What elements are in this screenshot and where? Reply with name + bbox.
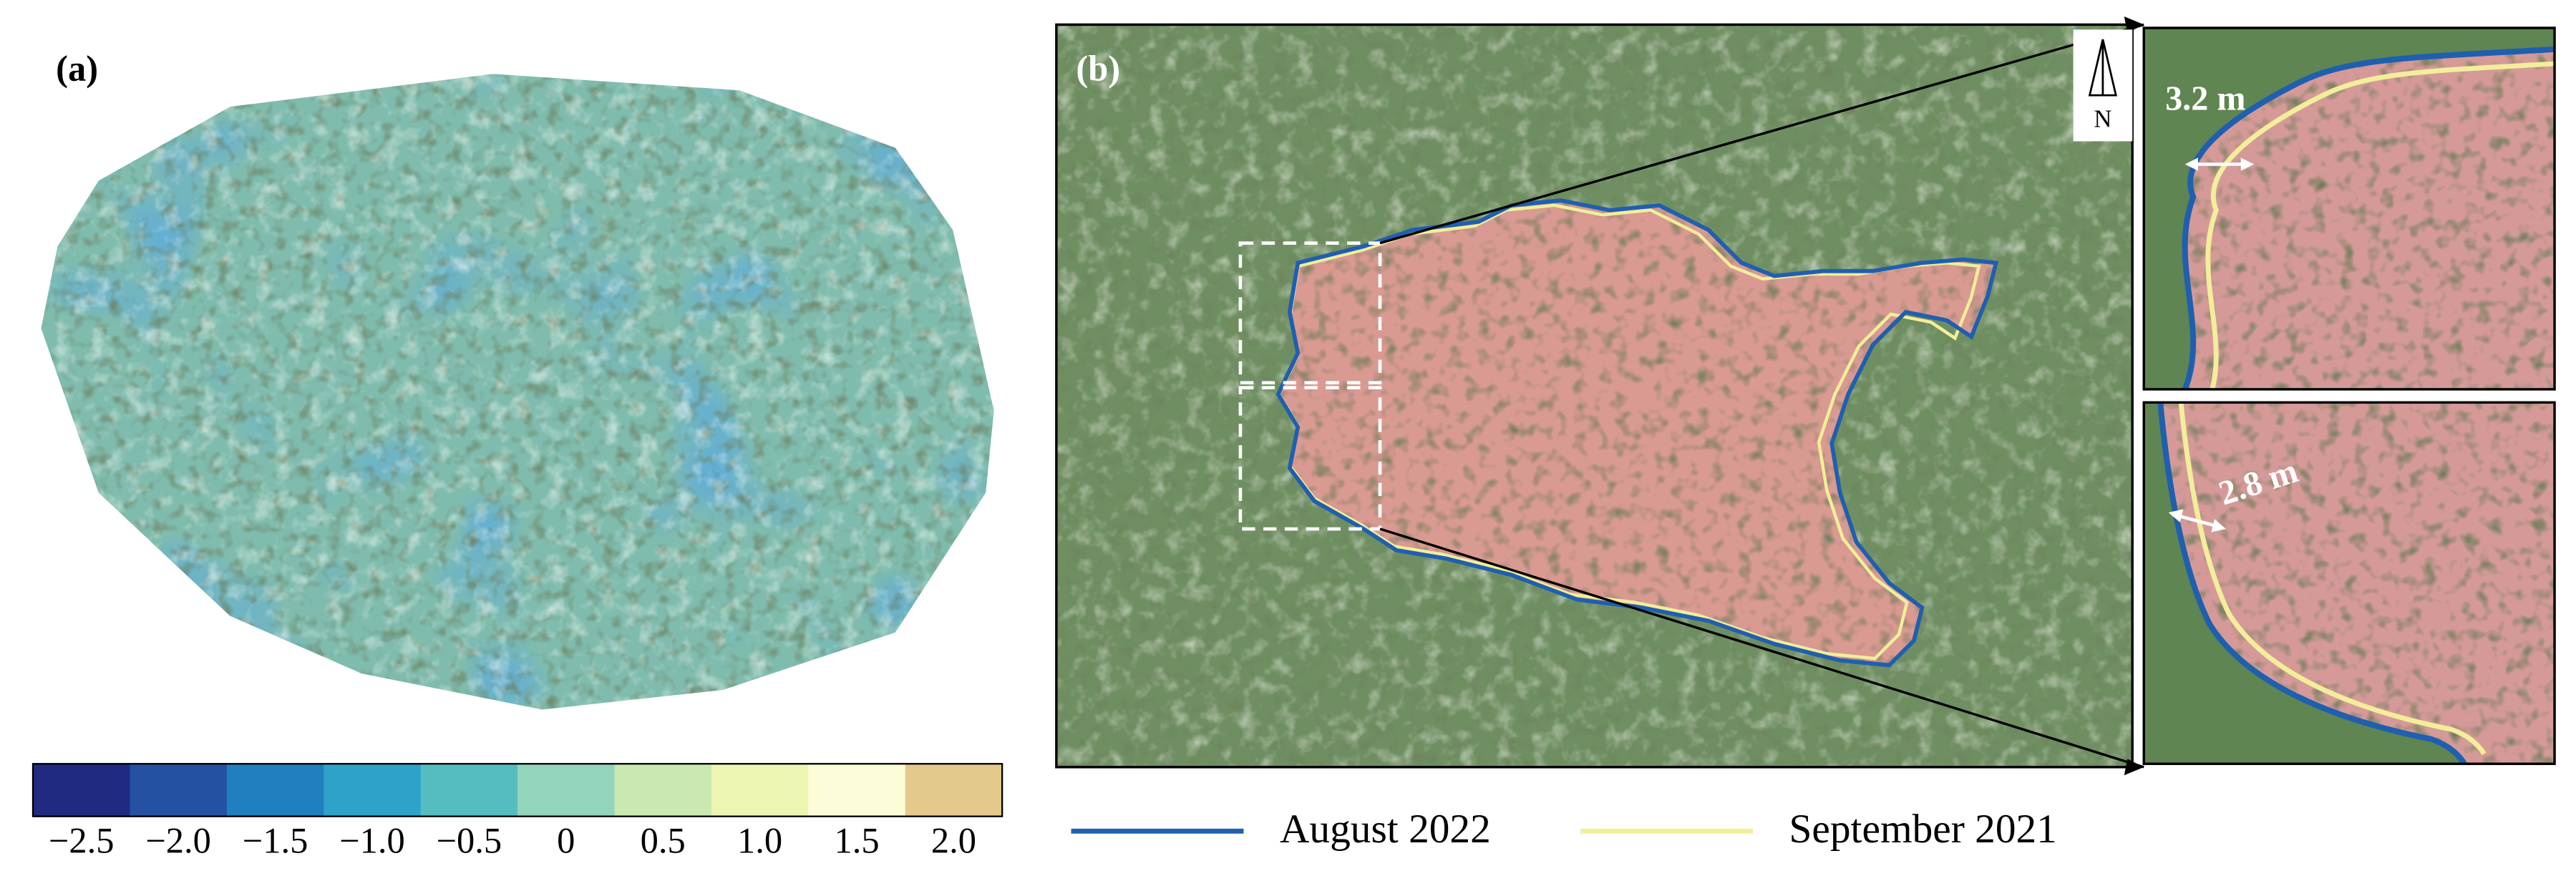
arrow-head <box>2124 16 2144 33</box>
arrow-head <box>2184 157 2199 171</box>
legend-label: August 2022 <box>1280 807 1491 852</box>
outline-2021 <box>1277 203 1981 661</box>
panel-b: (b) N 3.2 m 2.8 <box>1055 16 2556 852</box>
zoom-box <box>1238 386 1382 531</box>
frame <box>1055 23 2134 769</box>
legend: August 2022 September 2021 <box>1071 807 2057 852</box>
inset-frame <box>2142 26 2556 391</box>
inset <box>2144 28 2555 389</box>
colorbar: −2.5 −2.0 −1.5 −1.0 −0.5 0 0.5 1.0 1.5 2.0 <box>31 763 1003 860</box>
colorbar-tick-label: 1.5 <box>834 820 879 860</box>
zoom-line <box>1379 23 2144 245</box>
colorbar-tick-label: 1.0 <box>737 820 782 860</box>
colorbar-swatch <box>420 764 518 817</box>
arrow-head <box>2168 509 2184 522</box>
legend-label: September 2021 <box>1789 807 2057 852</box>
colorbar-frame <box>31 763 1003 817</box>
colorbar-tick-label: −1.5 <box>243 820 308 860</box>
zoom-line <box>1379 527 2144 769</box>
inset-frame <box>2142 401 2556 765</box>
panel-label: (a) <box>56 49 98 89</box>
colorbar-swatch <box>711 764 810 817</box>
colorbar-tick-label: −2.5 <box>49 820 115 860</box>
colorbar-swatch <box>226 764 324 817</box>
distance-label: 3.2 m <box>2165 79 2245 117</box>
colorbar-tick-label: 0 <box>557 820 575 860</box>
north-label: N <box>2094 106 2111 133</box>
colorbar-tick-label: 2.0 <box>931 820 976 860</box>
colorbar-swatch <box>808 764 906 817</box>
colorbar-swatch <box>33 764 131 817</box>
inset <box>2144 402 2555 764</box>
colorbar-tick-label: −2.0 <box>145 820 211 860</box>
zoom-box <box>1238 241 1382 385</box>
panel-label: (b) <box>1076 49 1120 89</box>
colorbar-swatch <box>130 764 228 817</box>
colorbar-tick-label: −0.5 <box>437 820 502 860</box>
colorbar-swatch <box>905 764 1003 817</box>
arrow-head <box>2124 759 2144 776</box>
outline-2022 <box>1275 198 1999 668</box>
satellite-image <box>1056 24 2133 767</box>
colorbar-swatch <box>517 764 616 817</box>
colorbar-tick-label: −1.0 <box>339 820 405 860</box>
arrow-head <box>2211 519 2227 532</box>
colorbar-swatch <box>614 764 712 817</box>
dem-map <box>41 74 994 710</box>
colorbar-tick-label: 0.5 <box>641 820 686 860</box>
north-arrow: N <box>2073 29 2133 142</box>
panel-a: (a) −2.5 −2.0 −1.5 −1.0 −0.5 0 0.5 1.0 1.5 2.0 <box>31 49 1003 860</box>
colorbar-swatch <box>324 764 422 817</box>
arrow-head <box>2240 157 2255 171</box>
